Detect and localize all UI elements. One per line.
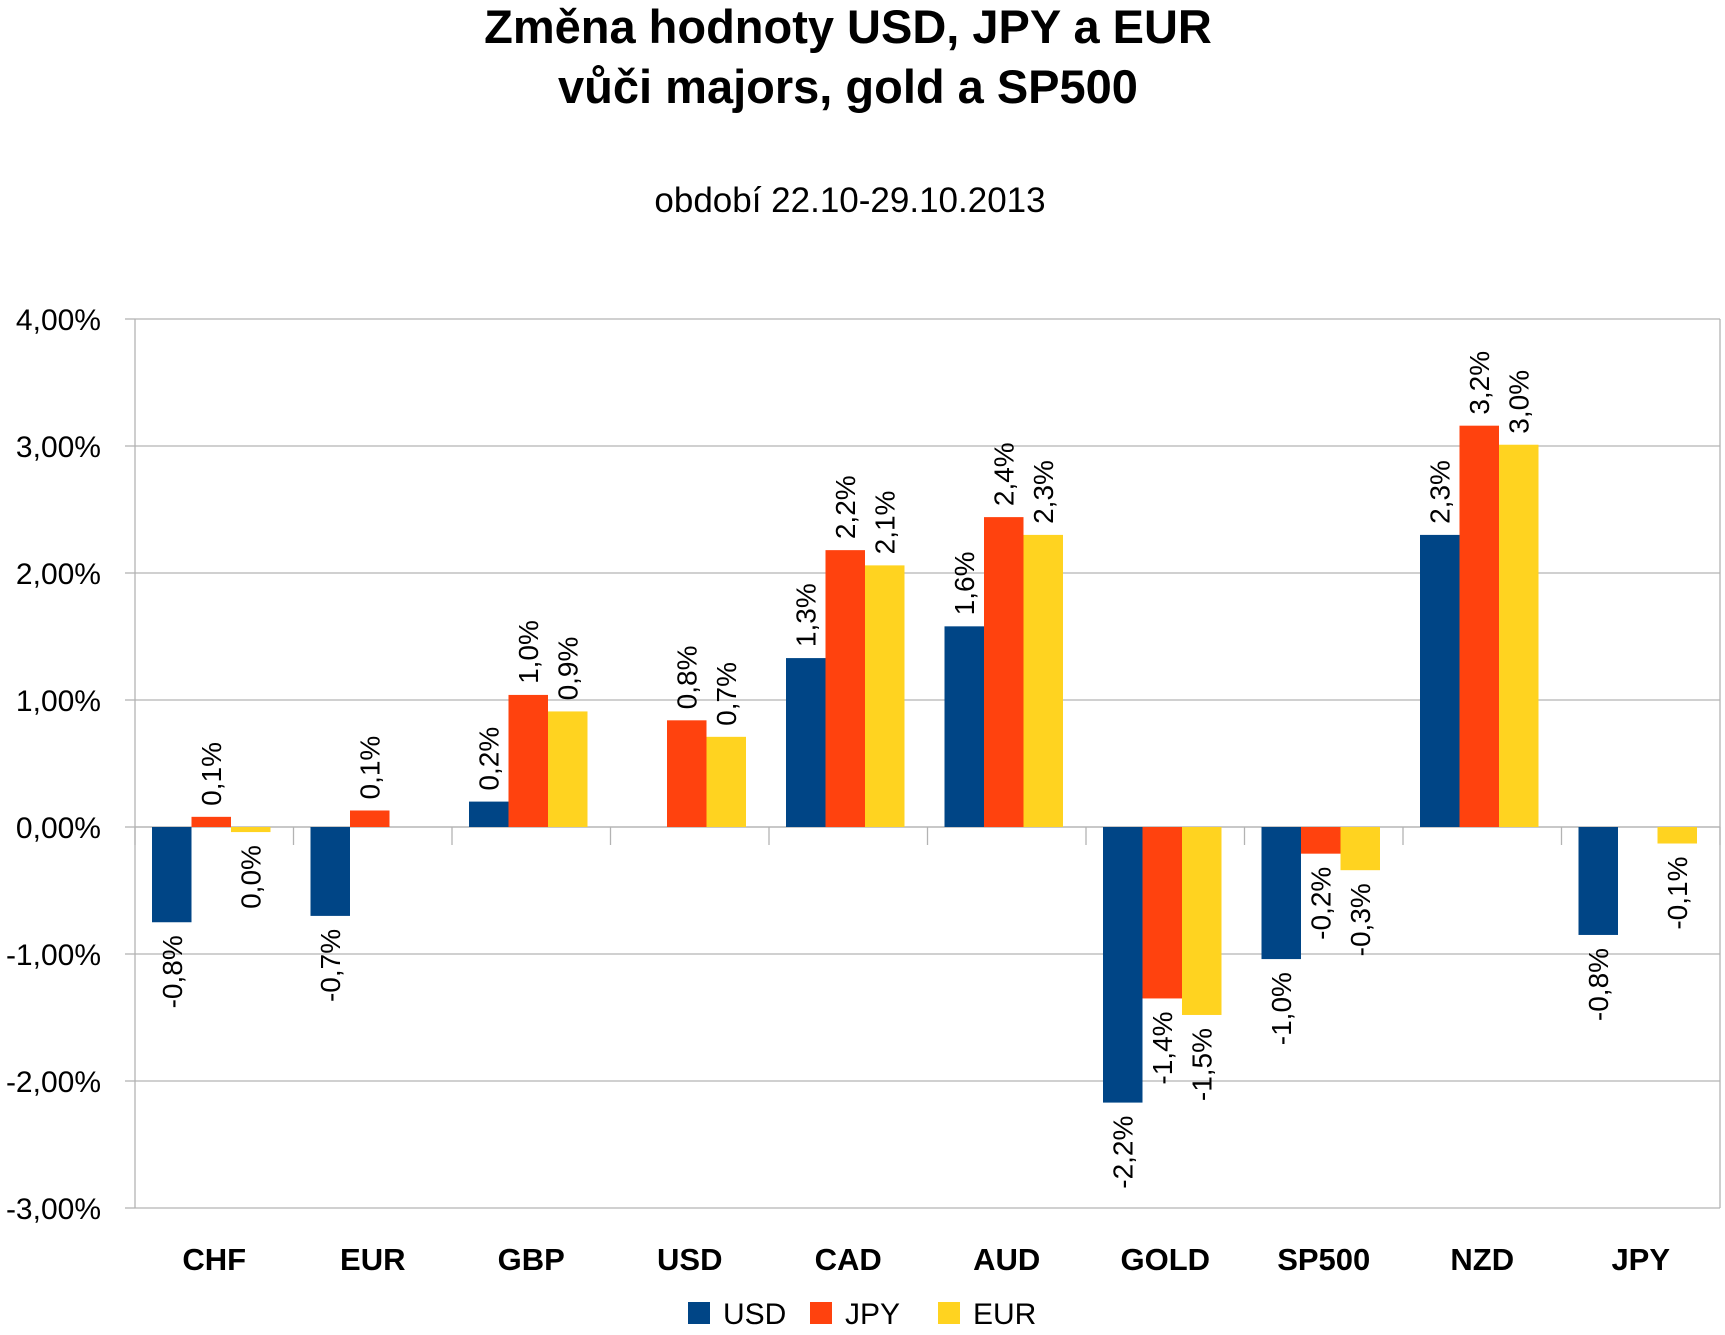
bar	[1023, 534, 1063, 827]
bar	[1103, 827, 1143, 1103]
y-tick-label: 3,00%	[16, 431, 101, 464]
bar	[1142, 827, 1182, 999]
bar	[944, 626, 984, 827]
data-label: 2,3%	[1425, 460, 1456, 524]
data-label: 3,2%	[1464, 351, 1495, 415]
y-tick-label: 0,00%	[16, 812, 101, 845]
data-label: 1,6%	[949, 552, 980, 616]
chart-title-line2: vůči majors, gold a SP500	[558, 60, 1138, 113]
x-tick-label: AUD	[973, 1242, 1040, 1277]
bar	[984, 517, 1024, 827]
data-label: 0,1%	[355, 736, 386, 800]
bar	[350, 810, 390, 827]
data-label: -1,0%	[1266, 972, 1297, 1045]
legend: USD JPY EUR	[688, 1298, 1036, 1331]
data-label: -0,3%	[1345, 883, 1376, 956]
chart-title: Změna hodnoty USD, JPY a EUR	[484, 0, 1212, 53]
x-tick-label: CHF	[182, 1242, 246, 1277]
data-label: -2,2%	[1108, 1116, 1139, 1189]
bar	[1499, 444, 1539, 827]
x-tick-label: SP500	[1277, 1242, 1370, 1277]
legend-swatch	[810, 1302, 832, 1324]
y-tick-label: 1,00%	[16, 685, 101, 718]
bar	[786, 658, 826, 827]
x-tick-label: NZD	[1450, 1242, 1514, 1277]
data-label: -0,2%	[1306, 867, 1337, 940]
data-label: 2,3%	[1028, 460, 1059, 524]
data-label: 2,2%	[830, 475, 861, 539]
bar	[1261, 827, 1301, 960]
bar	[1459, 425, 1499, 827]
x-tick-label: GBP	[498, 1242, 565, 1277]
y-tick-label: -2,00%	[6, 1066, 101, 1099]
data-label: 1,3%	[791, 583, 822, 647]
data-label: 0,9%	[553, 637, 584, 701]
bar	[1657, 827, 1697, 844]
x-tick-label: EUR	[340, 1242, 405, 1277]
bar	[548, 711, 588, 827]
legend-label: USD	[723, 1298, 786, 1331]
y-tick-label: -1,00%	[6, 939, 101, 972]
y-tick-label: -3,00%	[6, 1193, 101, 1226]
plot-area: 4,00% 3,00% 2,00% 1,00% 0,00% -1,00% -2,00% -3,…	[6, 304, 1721, 1277]
bar	[508, 694, 548, 827]
bar	[865, 565, 905, 827]
data-label: -0,1%	[1662, 857, 1693, 930]
x-tick-label: CAD	[815, 1242, 882, 1277]
bar	[191, 816, 231, 827]
bar	[469, 801, 509, 827]
data-label: 2,4%	[989, 442, 1020, 506]
legend-swatch	[938, 1302, 960, 1324]
bar	[1420, 534, 1460, 827]
bar	[667, 720, 707, 827]
bar	[1301, 827, 1341, 854]
data-label: -0,8%	[1583, 948, 1614, 1021]
bar	[152, 827, 192, 923]
x-tick-label: GOLD	[1120, 1242, 1210, 1277]
legend-label: EUR	[973, 1298, 1036, 1331]
data-label: -0,7%	[315, 929, 346, 1002]
bar	[706, 736, 746, 827]
bar	[1182, 827, 1222, 1015]
data-label: 2,1%	[870, 491, 901, 555]
y-tick-label: 2,00%	[16, 558, 101, 591]
x-tick-label: USD	[657, 1242, 722, 1277]
data-label: 3,0%	[1504, 370, 1535, 434]
data-label: -1,4%	[1147, 1011, 1178, 1084]
data-label: 0,1%	[196, 742, 227, 806]
data-label: -0,8%	[157, 935, 188, 1008]
x-tick-label: JPY	[1611, 1242, 1670, 1277]
bar	[1578, 827, 1618, 935]
legend-label: JPY	[845, 1298, 900, 1331]
bar	[231, 827, 271, 833]
chart-subtitle: období 22.10-29.10.2013	[654, 181, 1045, 220]
data-label: -1,5%	[1187, 1028, 1218, 1101]
bar	[1340, 827, 1380, 871]
data-label: 0,8%	[672, 645, 703, 709]
bar	[310, 827, 350, 916]
legend-swatch	[688, 1302, 710, 1324]
y-tick-label: 4,00%	[16, 304, 101, 337]
bar	[825, 550, 865, 827]
data-label: 1,0%	[513, 620, 544, 684]
data-label: 0,2%	[474, 727, 505, 791]
data-label: 0,0%	[236, 845, 267, 909]
data-label: 0,7%	[711, 662, 742, 726]
